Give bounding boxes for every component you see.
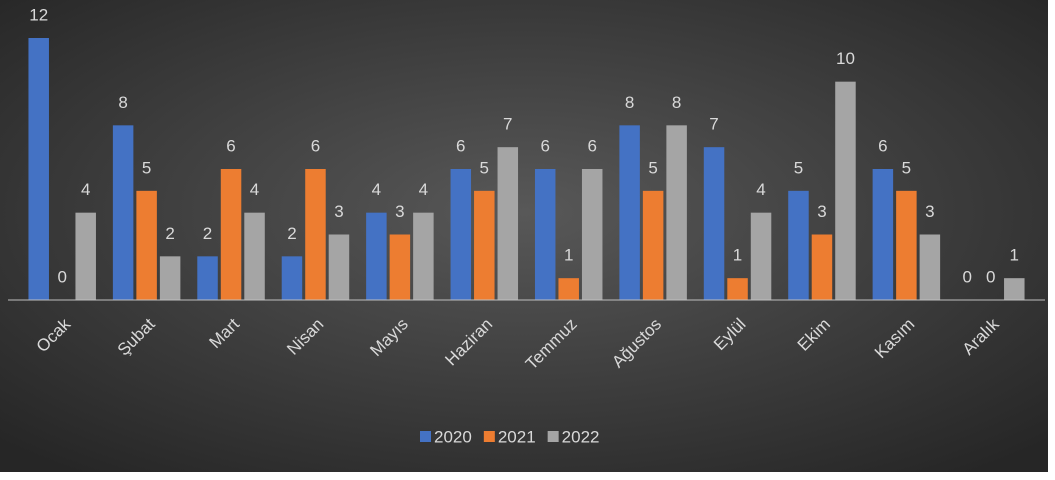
value-label: 8 bbox=[118, 93, 127, 112]
value-label: 6 bbox=[226, 136, 235, 155]
bar bbox=[28, 38, 49, 300]
bar bbox=[1004, 278, 1025, 300]
legend-label: 2021 bbox=[498, 427, 536, 446]
value-label: 1 bbox=[564, 246, 573, 265]
value-label: 5 bbox=[794, 158, 803, 177]
bar bbox=[450, 169, 472, 300]
bar bbox=[811, 234, 833, 300]
bar bbox=[366, 212, 387, 300]
bar bbox=[896, 190, 917, 300]
value-label: 3 bbox=[817, 202, 826, 221]
value-label: 4 bbox=[756, 180, 765, 199]
bar bbox=[534, 169, 556, 300]
bar bbox=[244, 212, 265, 300]
bar bbox=[703, 147, 725, 300]
value-label: 3 bbox=[395, 202, 404, 221]
bar bbox=[389, 234, 411, 300]
value-label: 1 bbox=[733, 246, 742, 265]
bar bbox=[497, 147, 519, 300]
value-label: 6 bbox=[878, 136, 887, 155]
bar bbox=[305, 169, 326, 300]
value-label: 6 bbox=[311, 136, 320, 155]
value-label: 7 bbox=[709, 115, 718, 134]
value-label: 5 bbox=[648, 158, 657, 177]
value-label: 4 bbox=[250, 180, 259, 199]
bar bbox=[220, 169, 242, 300]
value-label: 4 bbox=[81, 180, 90, 199]
value-label: 2 bbox=[203, 224, 212, 243]
value-label: 4 bbox=[419, 180, 428, 199]
value-label: 0 bbox=[57, 267, 66, 286]
value-label: 2 bbox=[165, 224, 174, 243]
value-label: 10 bbox=[836, 49, 855, 68]
bar bbox=[159, 256, 181, 300]
value-label: 6 bbox=[587, 136, 596, 155]
value-label: 8 bbox=[672, 93, 681, 112]
bar bbox=[919, 234, 941, 300]
bar bbox=[558, 278, 579, 300]
value-label: 5 bbox=[902, 158, 911, 177]
value-label: 0 bbox=[986, 267, 995, 286]
bar bbox=[474, 190, 495, 300]
bar bbox=[413, 212, 434, 300]
value-label: 3 bbox=[334, 202, 343, 221]
bar bbox=[666, 125, 687, 300]
value-label: 2 bbox=[287, 224, 296, 243]
legend-label: 2022 bbox=[562, 427, 600, 446]
bar bbox=[619, 125, 640, 300]
bar bbox=[872, 169, 894, 300]
bar bbox=[328, 234, 350, 300]
value-label: 4 bbox=[372, 180, 381, 199]
bar bbox=[642, 190, 664, 300]
bar bbox=[788, 190, 809, 300]
legend-swatch bbox=[483, 431, 495, 442]
value-label: 3 bbox=[925, 202, 934, 221]
value-label: 0 bbox=[963, 267, 972, 286]
legend-swatch bbox=[547, 431, 559, 442]
bar bbox=[197, 256, 218, 300]
value-label: 7 bbox=[503, 115, 512, 134]
bar bbox=[75, 212, 96, 300]
bar bbox=[727, 278, 748, 300]
bar bbox=[112, 125, 134, 300]
value-label: 5 bbox=[142, 158, 151, 177]
bar bbox=[281, 256, 303, 300]
value-label: 12 bbox=[29, 5, 48, 24]
value-label: 1 bbox=[1010, 246, 1019, 265]
value-label: 8 bbox=[625, 93, 634, 112]
bar bbox=[581, 169, 603, 300]
bar bbox=[835, 81, 856, 301]
value-label: 5 bbox=[480, 158, 489, 177]
bar bbox=[136, 190, 157, 300]
value-label: 6 bbox=[540, 136, 549, 155]
bar bbox=[750, 212, 772, 300]
legend-label: 2020 bbox=[434, 427, 472, 446]
value-label: 6 bbox=[456, 136, 465, 155]
legend-swatch bbox=[420, 431, 431, 442]
